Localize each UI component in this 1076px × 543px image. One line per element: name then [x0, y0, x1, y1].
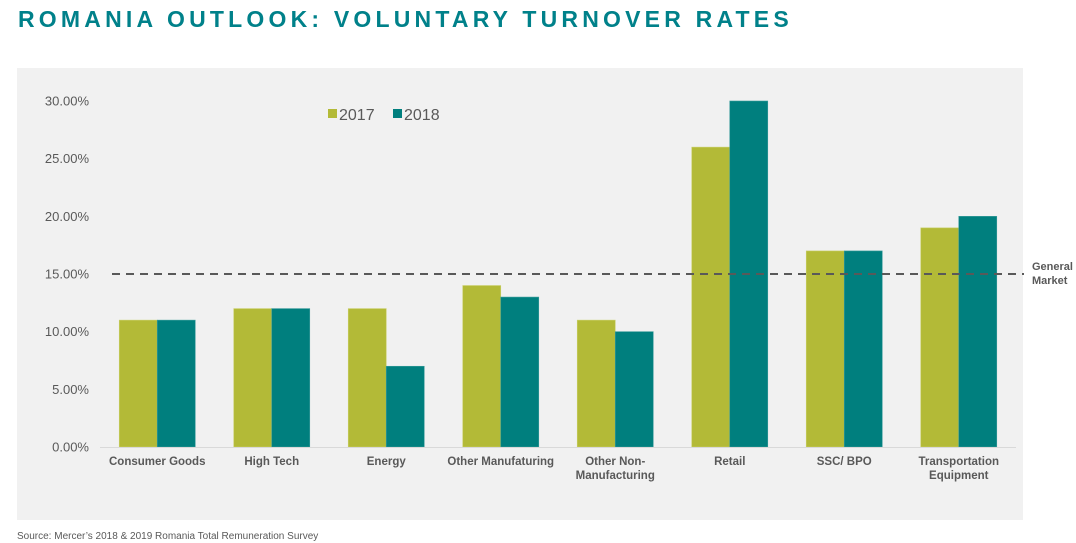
legend-swatch-2017 [328, 109, 337, 118]
y-tick-label: 15.00% [45, 267, 90, 282]
y-tick-label: 5.00% [52, 382, 89, 397]
bar-2018 [843, 250, 883, 448]
x-tick-label: Consumer Goods [109, 456, 205, 468]
bars [118, 100, 998, 448]
x-tick-label: Other Non-Manufacturing [576, 456, 655, 482]
legend-label-2017: 2017 [339, 107, 375, 124]
bar-2018 [500, 296, 540, 448]
x-tick-label: Retail [714, 456, 745, 468]
bar-2017 [118, 319, 158, 448]
x-tick-label: SSC/ BPO [817, 456, 872, 468]
y-tick-label: 30.00% [45, 94, 90, 109]
page-title: ROMANIA OUTLOOK: VOLUNTARY TURNOVER RATE… [18, 6, 793, 32]
legend-label-2018: 2018 [404, 107, 440, 124]
y-axis: 0.00% 5.00% 10.00% 15.00% 20.00% 25.00% 30.00% [45, 94, 90, 455]
bar-2017 [576, 319, 616, 448]
bar-2017 [233, 308, 273, 448]
x-tick-label: Transportation Equipment [918, 456, 999, 482]
bar-2017 [462, 285, 502, 448]
x-tick-label: Energy [367, 456, 407, 468]
bar-2018 [958, 216, 998, 448]
source-note: Source: Mercer’s 2018 & 2019 Romania Tot… [17, 531, 319, 542]
y-tick-label: 25.00% [45, 151, 90, 166]
y-tick-label: 10.00% [45, 324, 90, 339]
bar-2018 [156, 319, 196, 448]
legend: 2017 2018 [328, 107, 440, 124]
legend-swatch-2018 [393, 109, 402, 118]
x-axis: Consumer Goods High Tech Energy Other Manuf… [109, 456, 999, 482]
bar-2017 [805, 250, 845, 448]
bar-2017 [691, 146, 731, 448]
reference-line-label: General Market [1032, 261, 1073, 287]
y-tick-label: 20.00% [45, 209, 90, 224]
bar-2017 [347, 308, 387, 448]
bar-2017 [920, 227, 960, 448]
bar-2018 [271, 308, 311, 448]
x-tick-label: Other Manufaturing [447, 456, 554, 468]
y-tick-label: 0.00% [52, 440, 89, 455]
x-tick-label: High Tech [244, 456, 299, 468]
bar-2018 [614, 331, 654, 448]
general-market-reference: General Market [112, 261, 1073, 287]
bar-2018 [385, 365, 425, 448]
